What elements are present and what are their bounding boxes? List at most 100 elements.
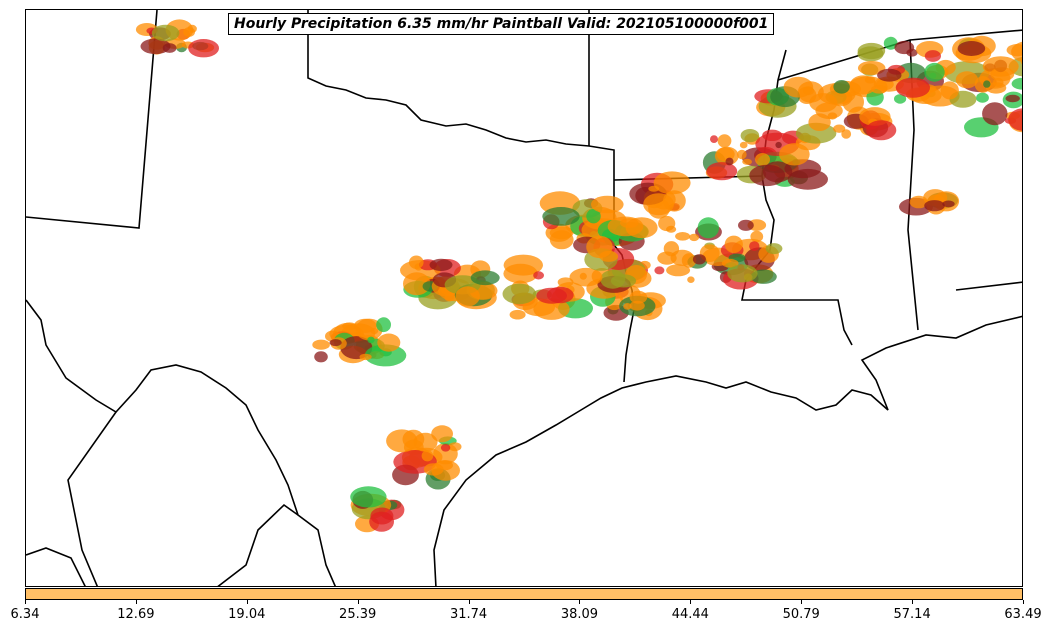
border-mex-states <box>26 411 299 586</box>
precip-blob <box>409 255 424 269</box>
colorbar-tick <box>912 600 914 604</box>
colorbar-tick-label: 38.09 <box>560 607 599 622</box>
precip-blob <box>364 344 407 367</box>
precip-blob <box>775 141 782 149</box>
precip-blob <box>586 209 601 224</box>
precip-blob <box>653 171 691 195</box>
precip-blob <box>502 283 537 305</box>
map-title: Hourly Precipitation 6.35 mm/hr Paintbal… <box>228 13 775 35</box>
precip-blob <box>841 129 852 139</box>
precip-blob <box>625 217 658 239</box>
precip-blob <box>833 80 850 94</box>
precip-blob <box>692 254 706 265</box>
precip-blob <box>710 135 718 143</box>
border-mexico <box>26 299 337 586</box>
colorbar-tick-label: 19.04 <box>228 607 266 622</box>
precip-blob <box>765 243 783 255</box>
colorbar-tick-label: 12.69 <box>117 607 155 622</box>
precip-blob <box>663 190 686 212</box>
precip-blob <box>413 432 438 452</box>
precip-blob <box>342 322 357 330</box>
colorbar-tick <box>801 600 803 604</box>
precip-blob <box>329 339 342 347</box>
precip-blob <box>725 157 734 166</box>
colorbar-tick-label: 63.49 <box>1004 607 1042 622</box>
precip-blob <box>448 442 462 452</box>
colorbar-tick-label: 50.79 <box>782 607 820 622</box>
precip-blob <box>162 43 177 53</box>
precip-blob <box>976 92 989 103</box>
precip-blob <box>187 24 197 33</box>
precip-blob <box>359 353 372 361</box>
precip-blob <box>549 230 574 250</box>
colorbar-tick <box>579 600 581 604</box>
precip-blob <box>942 200 955 208</box>
precip-blob <box>883 36 898 50</box>
precip-blob <box>503 263 538 284</box>
border-al-fl <box>955 281 1022 291</box>
precip-blob <box>623 303 632 310</box>
precip-blob <box>444 294 455 302</box>
precip-blob <box>787 168 828 190</box>
precip-blob <box>833 124 846 133</box>
precip-blob <box>740 129 760 143</box>
precip-blob <box>151 24 180 42</box>
precip-blob <box>983 80 991 88</box>
precip-blob <box>367 336 375 344</box>
precip-blob <box>355 318 383 341</box>
precip-blob <box>654 266 665 275</box>
precip-blob <box>1011 77 1022 90</box>
precip-blob <box>429 258 453 271</box>
precip-blob <box>717 134 732 148</box>
precip-blob <box>697 217 719 239</box>
precip-blob <box>749 164 786 187</box>
precip-blob <box>440 444 451 452</box>
precip-blob <box>721 258 739 268</box>
border-tn <box>777 29 1022 81</box>
precip-blob <box>569 267 603 287</box>
precip-blob <box>982 56 1019 77</box>
colorbar-tick-label: 6.34 <box>10 607 40 622</box>
map-canvas <box>26 10 1022 586</box>
precip-blob <box>675 232 691 241</box>
colorbar-tick <box>25 600 26 604</box>
precip-blob <box>992 77 1004 87</box>
precip-blob <box>421 450 434 462</box>
precip-blob <box>312 339 330 350</box>
precip-blob <box>369 511 394 532</box>
precip-blob <box>864 76 876 84</box>
precip-blob <box>1008 108 1022 131</box>
precip-blob <box>509 309 526 320</box>
precip-blob <box>808 113 831 131</box>
precip-blob <box>957 41 986 56</box>
precip-blob <box>955 71 979 89</box>
precip-paintball-layer <box>135 19 1022 533</box>
precip-blob <box>600 269 626 289</box>
precip-blob <box>724 235 743 253</box>
border-ok-tx <box>307 10 615 175</box>
precip-blob <box>706 162 738 181</box>
precip-blob <box>982 102 1008 126</box>
precip-blob <box>629 290 648 304</box>
precip-blob <box>663 241 680 257</box>
colorbar-tick-label: 31.74 <box>449 607 488 622</box>
precip-blob <box>431 425 453 443</box>
colorbar-tick <box>246 600 248 604</box>
precip-blob <box>877 68 902 82</box>
colorbar-tick-label: 25.39 <box>339 607 377 622</box>
precip-blob <box>648 185 660 192</box>
precip-blob <box>924 62 945 82</box>
precip-blob <box>542 207 580 226</box>
precip-blob <box>386 429 418 453</box>
precip-blob <box>1006 44 1022 57</box>
precip-blob <box>376 317 391 333</box>
precip-blob <box>599 250 619 262</box>
gulf-coastline <box>433 315 1022 586</box>
precip-blob <box>533 271 544 280</box>
precip-blob <box>749 241 760 252</box>
precip-blob <box>809 93 838 113</box>
precip-blob <box>340 336 373 360</box>
precip-blob <box>591 195 624 214</box>
precip-blob <box>1005 94 1020 103</box>
precip-blob <box>871 85 888 94</box>
